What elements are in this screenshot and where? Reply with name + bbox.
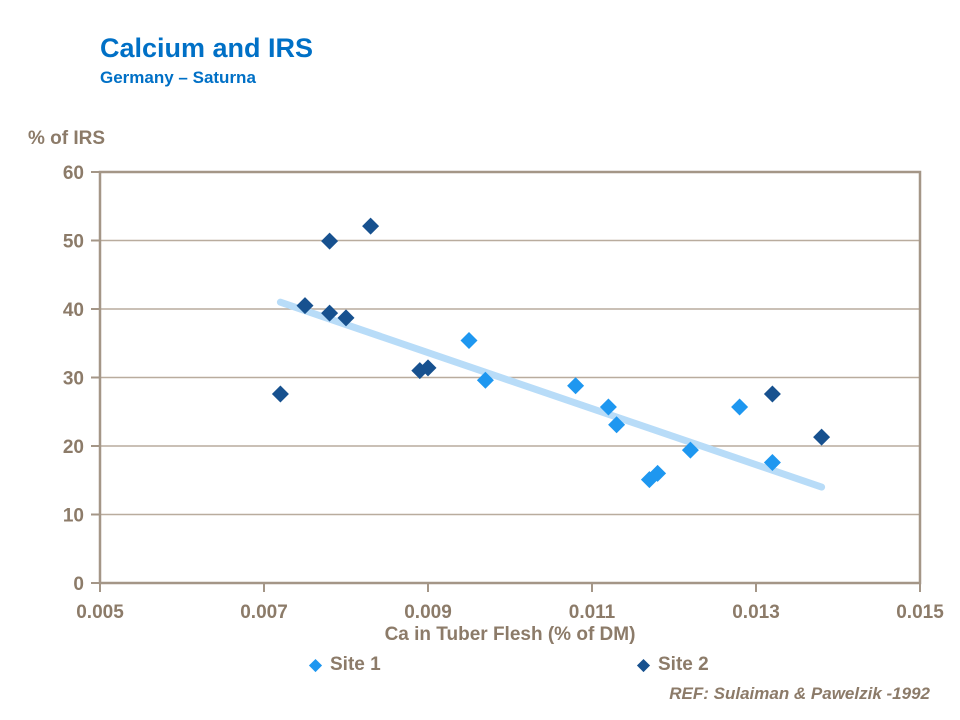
y-tick-label: 0 xyxy=(73,574,84,595)
data-point-site-1 xyxy=(567,377,585,395)
y-axis-title: % of IRS xyxy=(28,128,106,149)
data-point-site-2 xyxy=(813,428,831,446)
legend: Site 1 Site 2 xyxy=(0,654,960,682)
slide-title: Calcium and IRS xyxy=(100,33,314,63)
data-point-site-2 xyxy=(419,359,437,377)
trend-line xyxy=(276,298,826,491)
data-point-site-2 xyxy=(763,385,781,403)
legend-item-site-1: Site 1 xyxy=(308,654,381,676)
y-tick-label: 40 xyxy=(63,300,84,321)
x-tick-label: 0.015 xyxy=(896,602,944,623)
y-tick-label: 60 xyxy=(63,163,84,184)
site-2-diamond-icon xyxy=(636,658,651,672)
data-point-site-1 xyxy=(460,332,478,350)
data-point-site-2 xyxy=(271,385,289,403)
y-tick-label: 10 xyxy=(63,506,84,527)
data-point-site-1 xyxy=(763,453,781,471)
x-tick-label: 0.007 xyxy=(240,602,288,623)
x-tick-label: 0.013 xyxy=(732,602,780,623)
legend-label-site-2: Site 2 xyxy=(658,654,709,675)
title-block: Calcium and IRS Germany – Saturna xyxy=(100,33,314,88)
slide-subtitle: Germany – Saturna xyxy=(100,67,256,87)
x-axis-title: Ca in Tuber Flesh (% of DM) xyxy=(384,624,636,645)
data-point-site-2 xyxy=(321,304,339,322)
x-tick-label: 0.005 xyxy=(76,602,124,623)
reference-text: REF: Sulaiman & Pawelzik -1992 xyxy=(669,684,930,703)
site-1-diamond-icon xyxy=(308,658,323,672)
data-point-site-1 xyxy=(681,441,699,459)
data-point-site-2 xyxy=(362,217,380,235)
data-point-site-2 xyxy=(296,297,314,315)
y-tick-label: 30 xyxy=(63,369,84,390)
data-point-site-2 xyxy=(337,309,355,327)
data-point-site-1 xyxy=(731,398,749,416)
legend-label-site-1: Site 1 xyxy=(330,654,381,675)
data-point-site-1 xyxy=(649,464,667,482)
y-tick-label: 50 xyxy=(63,232,84,253)
data-point-site-1 xyxy=(608,416,626,434)
data-point-site-2 xyxy=(321,232,339,250)
legend-item-site-2: Site 2 xyxy=(636,654,709,676)
y-tick-label: 20 xyxy=(63,437,84,458)
x-tick-label: 0.011 xyxy=(569,602,616,623)
data-point-site-1 xyxy=(476,371,494,389)
data-point-site-1 xyxy=(599,398,617,416)
x-tick-label: 0.009 xyxy=(404,602,452,623)
